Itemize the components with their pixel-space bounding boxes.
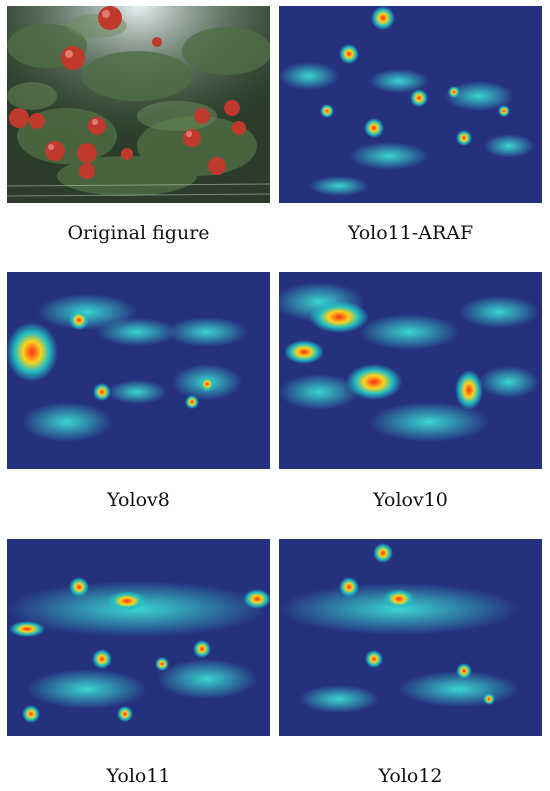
yolo12-heatmap [279, 539, 542, 736]
heatmap-overlay [279, 539, 542, 736]
caption-yolo11: Yolo11 [106, 765, 171, 787]
caption-original-figure: Original figure [67, 222, 210, 244]
orchard-photo [7, 6, 270, 203]
original-figure-image [7, 6, 270, 203]
yolov8-heatmap [7, 272, 270, 469]
yolo11-araf-heatmap [279, 6, 542, 203]
caption-yolov8: Yolov8 [107, 489, 170, 511]
heatmap-overlay [7, 272, 270, 469]
caption-yolov10: Yolov10 [373, 489, 448, 511]
yolo11-heatmap [7, 539, 270, 736]
heatmap-overlay [279, 6, 542, 203]
heatmap-overlay [7, 539, 270, 736]
caption-yolo11-araf: Yolo11-ARAF [347, 222, 474, 244]
heatmap-overlay [279, 272, 542, 469]
yolov10-heatmap [279, 272, 542, 469]
caption-yolo12: Yolo12 [378, 765, 443, 787]
